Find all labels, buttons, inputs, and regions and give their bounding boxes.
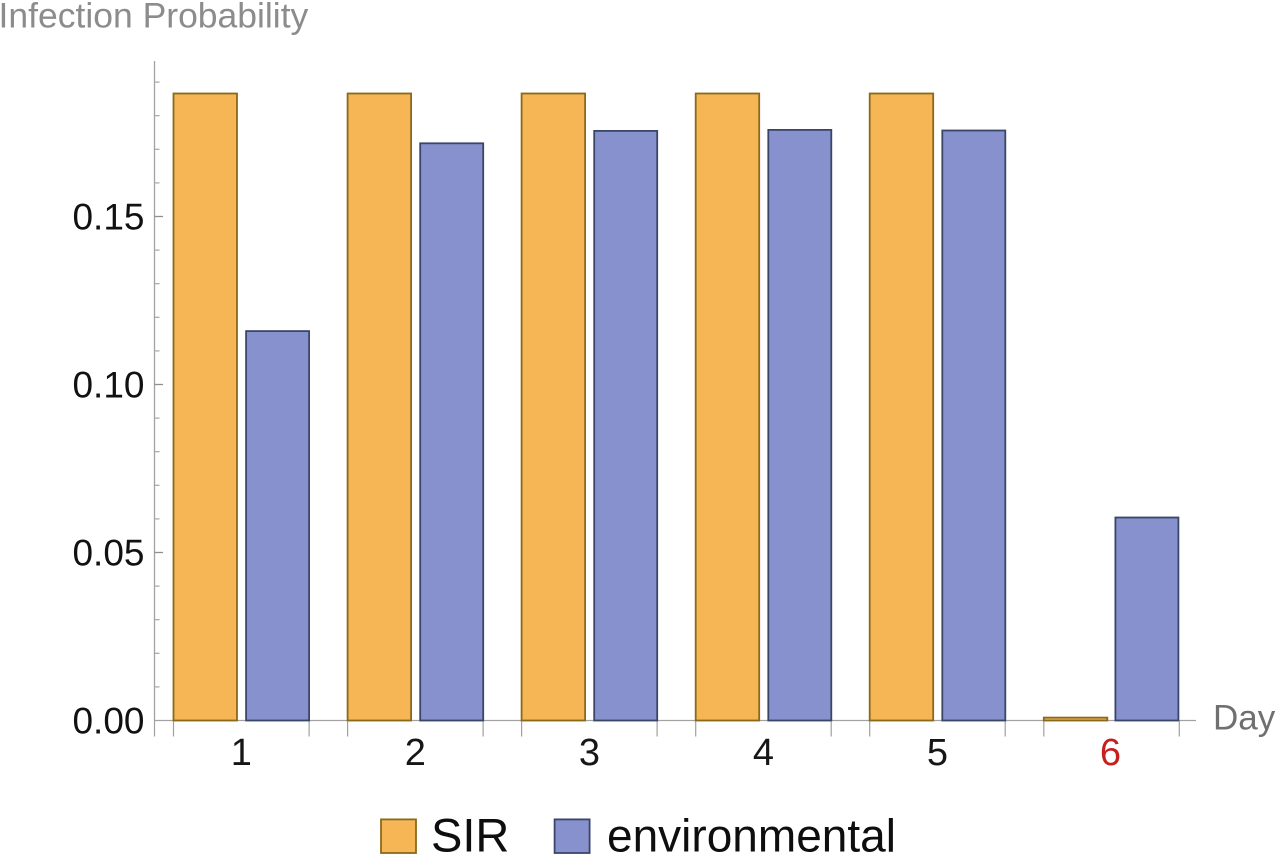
svg-text:0.05: 0.05 xyxy=(72,533,144,574)
svg-text:5: 5 xyxy=(927,732,948,774)
svg-text:Day: Day xyxy=(1213,699,1276,738)
svg-text:0.10: 0.10 xyxy=(72,365,144,406)
svg-text:4: 4 xyxy=(753,732,774,774)
svg-text:6: 6 xyxy=(1100,732,1121,774)
svg-text:0.00: 0.00 xyxy=(72,701,144,742)
svg-text:3: 3 xyxy=(579,732,600,774)
svg-text:2: 2 xyxy=(405,732,426,774)
svg-text:1: 1 xyxy=(231,732,252,774)
svg-text:SIR: SIR xyxy=(431,809,509,858)
svg-text:0.15: 0.15 xyxy=(72,197,144,238)
svg-text:Infection Probability: Infection Probability xyxy=(0,0,309,36)
svg-text:environmental: environmental xyxy=(607,810,896,858)
